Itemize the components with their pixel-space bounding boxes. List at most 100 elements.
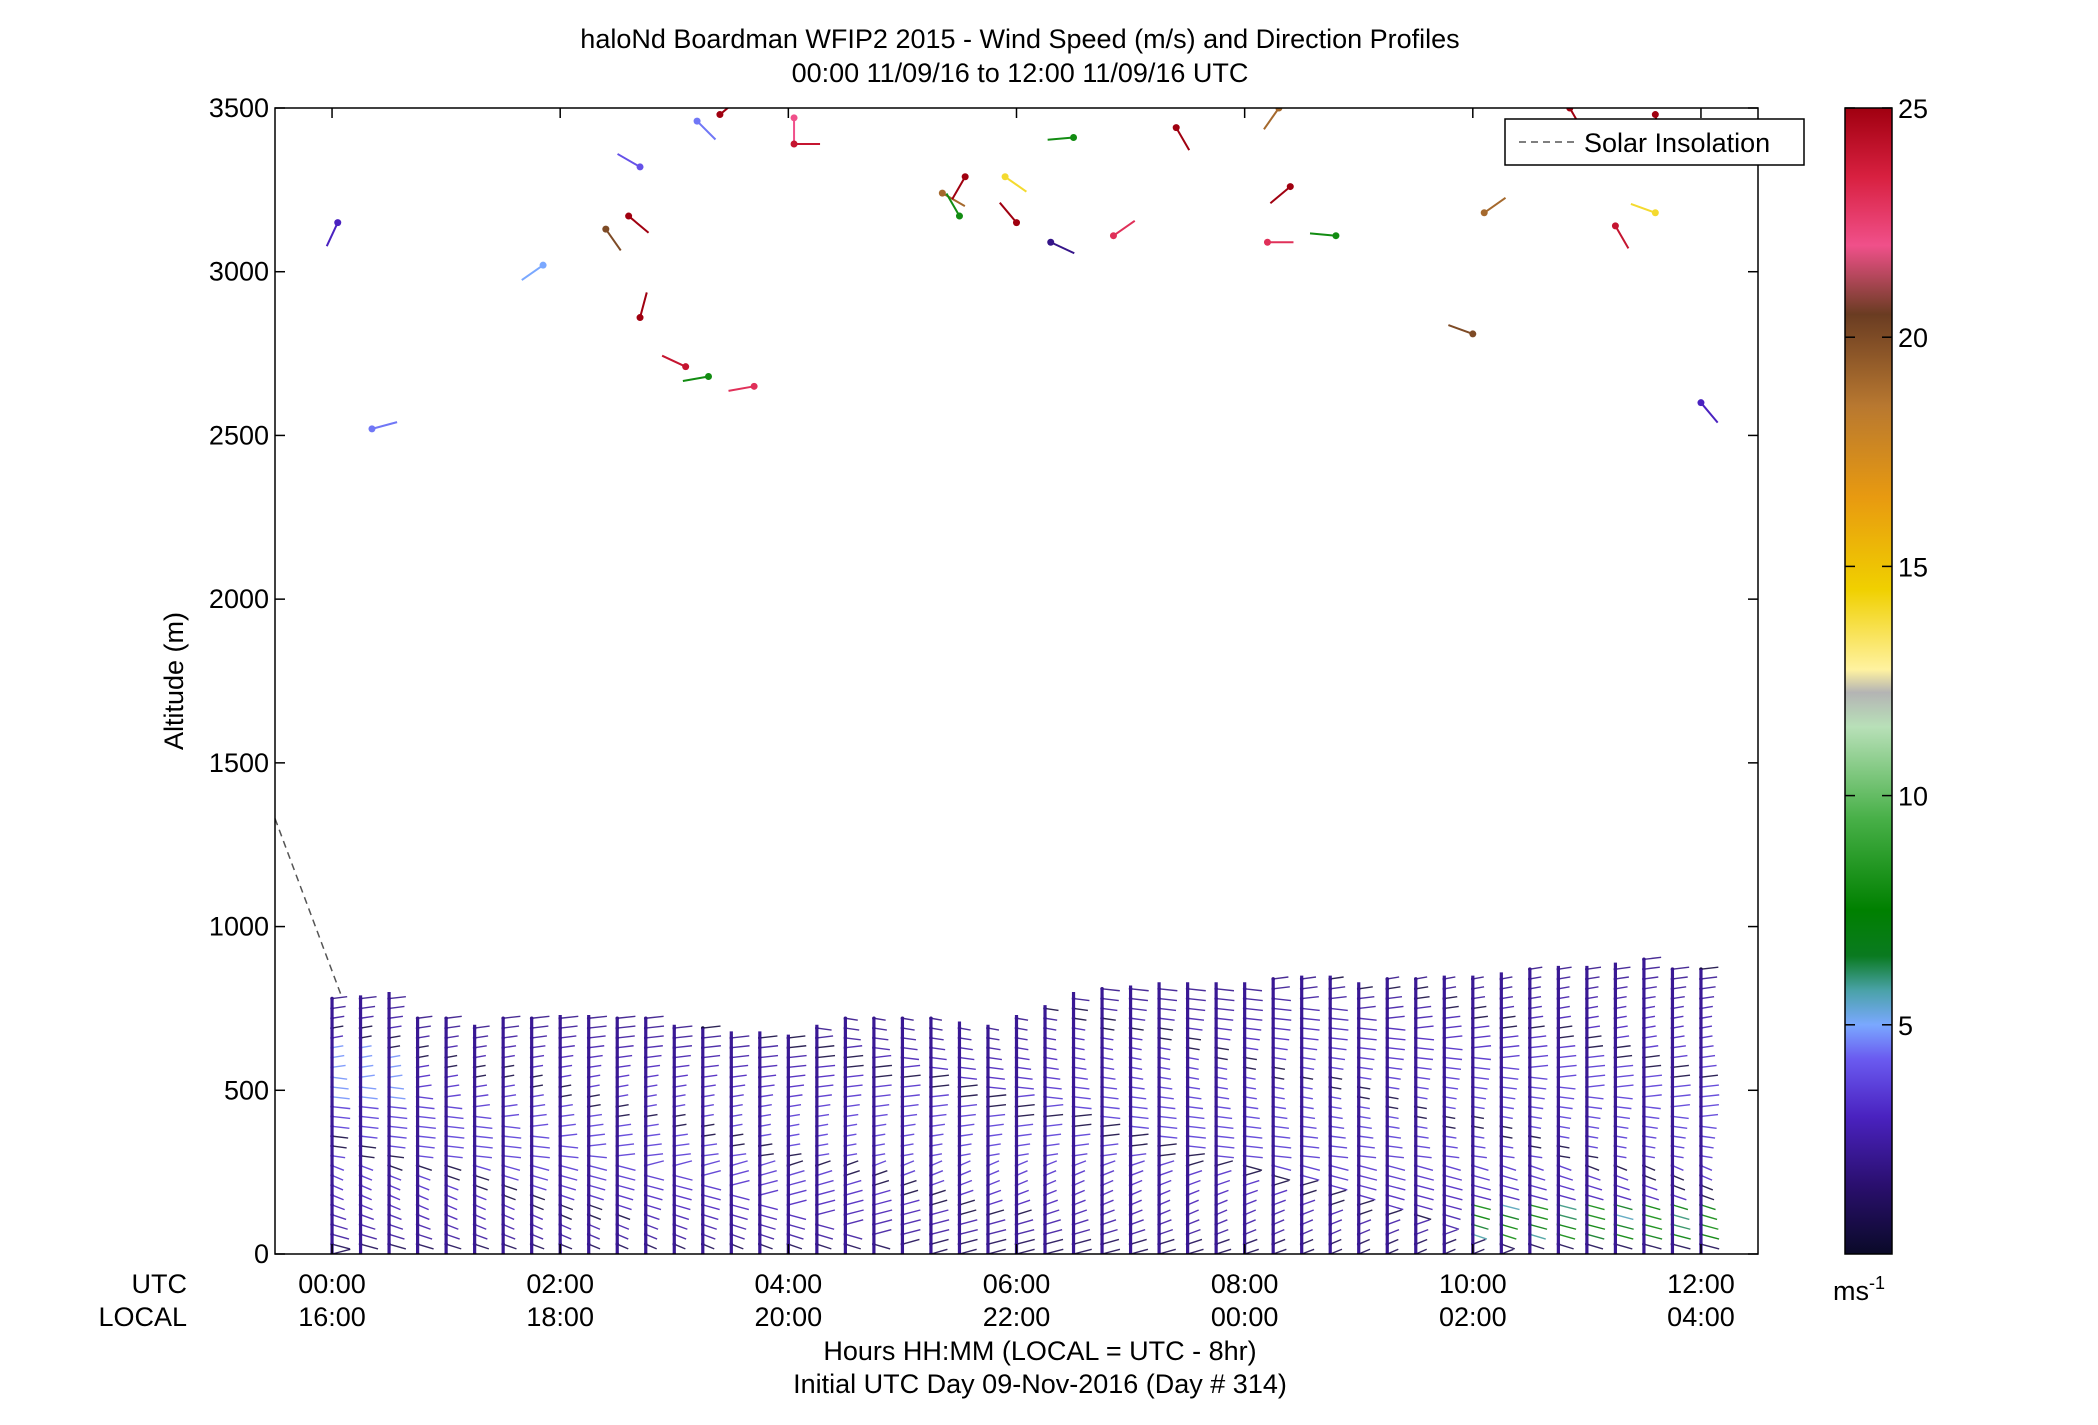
wind-barb: [1330, 1007, 1348, 1012]
legend: Solar Insolation: [1504, 118, 1805, 166]
wind-barb: [502, 1243, 517, 1250]
wind-barb: [445, 1164, 462, 1171]
wind-barb: [331, 1025, 344, 1029]
wind-barb: [1187, 1105, 1204, 1110]
wind-barb: [1472, 1174, 1490, 1181]
isolated-barb: [1269, 185, 1291, 205]
isolated-barb-dot: [961, 173, 969, 181]
wind-barb: [1615, 1064, 1634, 1069]
wind-barb: [1158, 1066, 1171, 1071]
wind-barb: [1415, 1086, 1429, 1090]
wind-barb: [531, 1015, 550, 1019]
wind-barb: [1501, 976, 1513, 980]
wind-barb: [1273, 976, 1289, 980]
wind-barb: [1216, 1086, 1228, 1090]
colorbar-tick-label: 5: [1898, 1011, 1913, 1041]
wind-barb: [987, 1219, 1006, 1226]
wind-barb: [1158, 1037, 1172, 1041]
wind-barb: [930, 1153, 943, 1157]
wind-barb: [1415, 1135, 1429, 1139]
isolated-barb-dot: [1480, 209, 1488, 217]
wind-barb: [845, 1233, 863, 1240]
wind-barb: [1273, 1086, 1285, 1090]
wind-barb: [1101, 1115, 1121, 1120]
wind-barb: [1501, 1045, 1520, 1049]
wind-barb: [1358, 1219, 1372, 1226]
wind-barb: [1301, 1027, 1320, 1031]
wind-barb: [588, 1204, 603, 1211]
wind-barb: [559, 1214, 572, 1221]
wind-barb: [331, 1204, 345, 1211]
wind-barb: [902, 1153, 914, 1157]
wind-barb: [1700, 976, 1718, 980]
isolated-barb: [1309, 232, 1337, 237]
wind-barb: [1101, 1096, 1119, 1100]
wind-barb: [560, 1133, 578, 1137]
wind-barb: [1159, 1007, 1177, 1012]
wind-barb: [1643, 1194, 1659, 1201]
wind-barb: [731, 1153, 747, 1157]
wind-barb: [1187, 1170, 1203, 1177]
wind-barb: [1558, 1223, 1577, 1230]
wind-barb: [702, 1054, 721, 1059]
wind-barb: [1387, 1015, 1405, 1019]
wind-barb: [1387, 1209, 1402, 1216]
wind-barb: [1016, 1017, 1029, 1021]
wind-barb: [673, 1243, 686, 1250]
y-tick-label: 1500: [209, 748, 269, 778]
wind-barb: [1415, 1214, 1432, 1221]
wind-barb: [560, 1145, 579, 1149]
wind-barb: [1501, 1204, 1520, 1211]
y-tick-label: 0: [254, 1239, 269, 1269]
wind-barb: [1187, 1066, 1199, 1071]
y-tick-label: 2000: [209, 584, 269, 614]
wind-barb: [1586, 1233, 1605, 1240]
wind-barb: [1073, 1143, 1090, 1147]
wind-barb: [987, 1133, 1003, 1137]
wind-barb: [902, 1103, 919, 1108]
wind-barb: [1330, 1145, 1348, 1149]
wind-barb: [560, 1164, 579, 1171]
wind-barb: [503, 1025, 520, 1029]
wind-barb: [1330, 1056, 1346, 1061]
wind-barb: [1016, 1123, 1034, 1127]
wind-barb: [531, 1184, 547, 1191]
wind-barb: [1016, 1047, 1029, 1051]
wind-barb: [873, 1074, 893, 1078]
wind-barb: [1016, 1228, 1035, 1236]
wind-profile: [1642, 956, 1663, 1254]
wind-barb: [617, 1194, 634, 1201]
isolated-barb: [639, 292, 648, 318]
wind-barb: [445, 1204, 458, 1211]
wind-barb: [1244, 1209, 1257, 1216]
wind-barb: [1244, 1170, 1261, 1177]
wind-barb: [1558, 1035, 1574, 1039]
wind-barb: [1472, 1233, 1488, 1240]
wind-barb: [1444, 1164, 1461, 1171]
wind-barb: [1672, 1054, 1688, 1059]
wind-barb: [645, 1153, 664, 1157]
wind-barb: [845, 1219, 864, 1226]
wind-barb: [1073, 1096, 1091, 1100]
wind-barb: [1073, 1066, 1087, 1071]
wind-barb: [417, 1155, 434, 1159]
wind-profile: [1299, 975, 1321, 1254]
wind-barb: [1016, 1179, 1029, 1186]
wind-barb: [588, 1214, 602, 1221]
wind-barb: [531, 1145, 550, 1149]
wind-barb: [1472, 1035, 1491, 1039]
wind-barb: [1044, 1076, 1061, 1080]
wind-barb: [1101, 1238, 1120, 1245]
wind-barb: [1472, 1238, 1486, 1245]
wind-profile: [900, 1016, 921, 1254]
wind-barb: [1529, 966, 1543, 970]
isolated-barb-dot: [1070, 133, 1078, 141]
wind-barb: [502, 1204, 515, 1211]
wind-barb: [674, 1123, 687, 1127]
x-row-label-utc: UTC: [132, 1269, 188, 1299]
wind-barb: [731, 1054, 750, 1059]
wind-barb: [930, 1170, 944, 1177]
wind-barb: [1415, 1174, 1434, 1181]
wind-barb: [873, 1179, 890, 1186]
wind-barb: [1130, 1076, 1144, 1080]
